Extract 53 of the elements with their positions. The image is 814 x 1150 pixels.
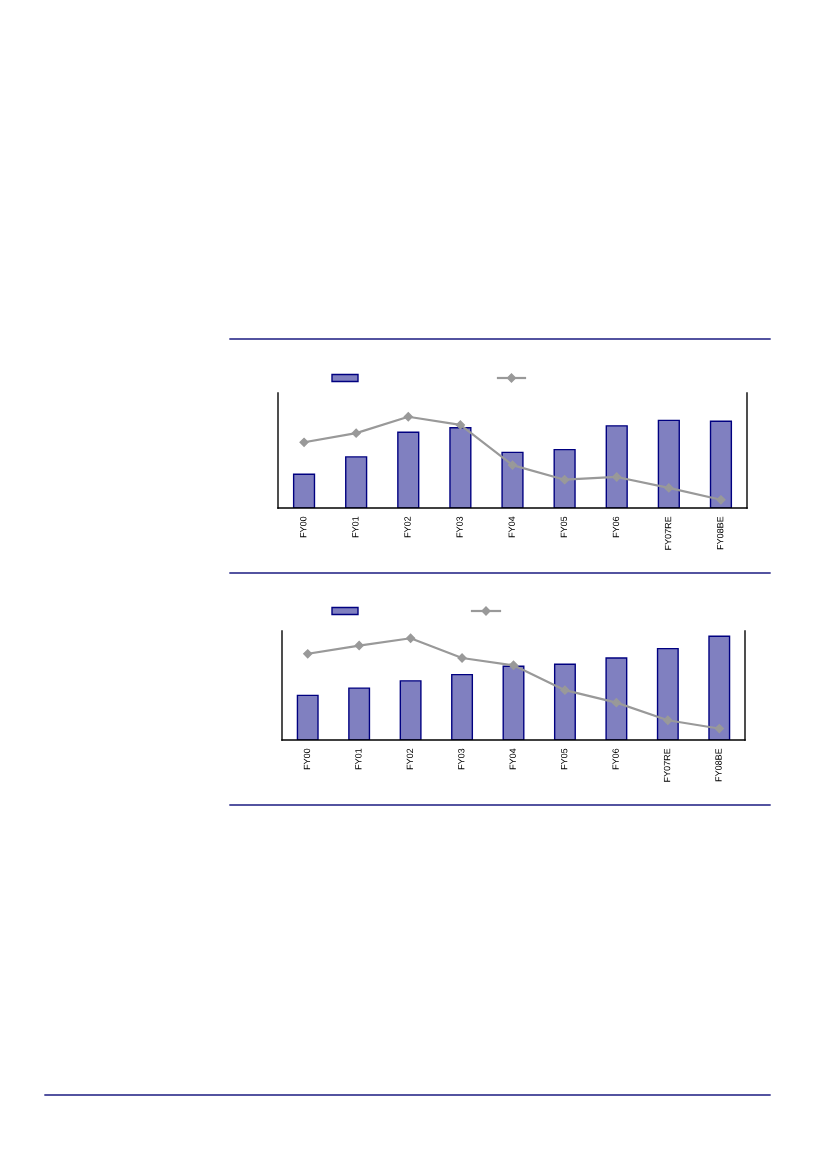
point	[664, 483, 674, 493]
bar	[553, 448, 576, 508]
x-tick-label: FY05	[560, 748, 568, 770]
x-tick-label: FY08BE	[716, 516, 724, 550]
x-tick-label: FY01	[355, 748, 362, 770]
bar	[709, 420, 733, 508]
point	[303, 649, 313, 659]
bar	[397, 431, 420, 508]
x-tick-label: FY03	[458, 748, 465, 770]
x-tick-label: FY00	[300, 516, 307, 538]
bar	[348, 687, 371, 740]
bar	[553, 663, 576, 740]
bar	[399, 680, 422, 740]
bar	[451, 673, 474, 740]
point	[612, 472, 622, 482]
bar	[292, 473, 316, 508]
point	[299, 437, 309, 447]
bar	[502, 665, 525, 740]
x-tick-label: FY04	[509, 748, 516, 770]
x-tick-label: FY07RE	[664, 516, 672, 550]
bar	[657, 419, 680, 508]
point	[351, 428, 361, 438]
x-tick-label: FY01	[352, 516, 359, 538]
x-tick-label: FY06	[612, 748, 619, 770]
x-tick-label: FY00	[303, 748, 311, 770]
x-tick-label: FY04	[508, 516, 515, 538]
point	[455, 420, 466, 430]
bar	[501, 451, 524, 508]
point	[508, 660, 519, 670]
point	[611, 698, 622, 708]
bar	[345, 456, 368, 508]
bar	[605, 425, 628, 508]
point	[354, 640, 364, 651]
point	[559, 475, 570, 485]
point	[560, 685, 570, 695]
point	[403, 412, 413, 422]
bar	[449, 426, 472, 508]
bar	[296, 694, 319, 740]
point	[714, 723, 724, 734]
x-tick-label: FY06	[612, 516, 620, 538]
x-tick-label: FY02	[406, 748, 414, 770]
x-tick-label: FY08BE	[715, 748, 722, 782]
bar	[656, 647, 679, 740]
point	[663, 715, 673, 725]
x-tick-label: FY07RE	[663, 748, 671, 782]
point	[405, 633, 416, 643]
point	[716, 495, 726, 505]
bar	[605, 657, 628, 740]
x-tick-label: FY03	[456, 516, 463, 538]
x-tick-label: FY05	[560, 516, 568, 538]
point	[507, 460, 518, 470]
bar	[708, 635, 731, 740]
x-tick-label: FY02	[404, 516, 411, 538]
